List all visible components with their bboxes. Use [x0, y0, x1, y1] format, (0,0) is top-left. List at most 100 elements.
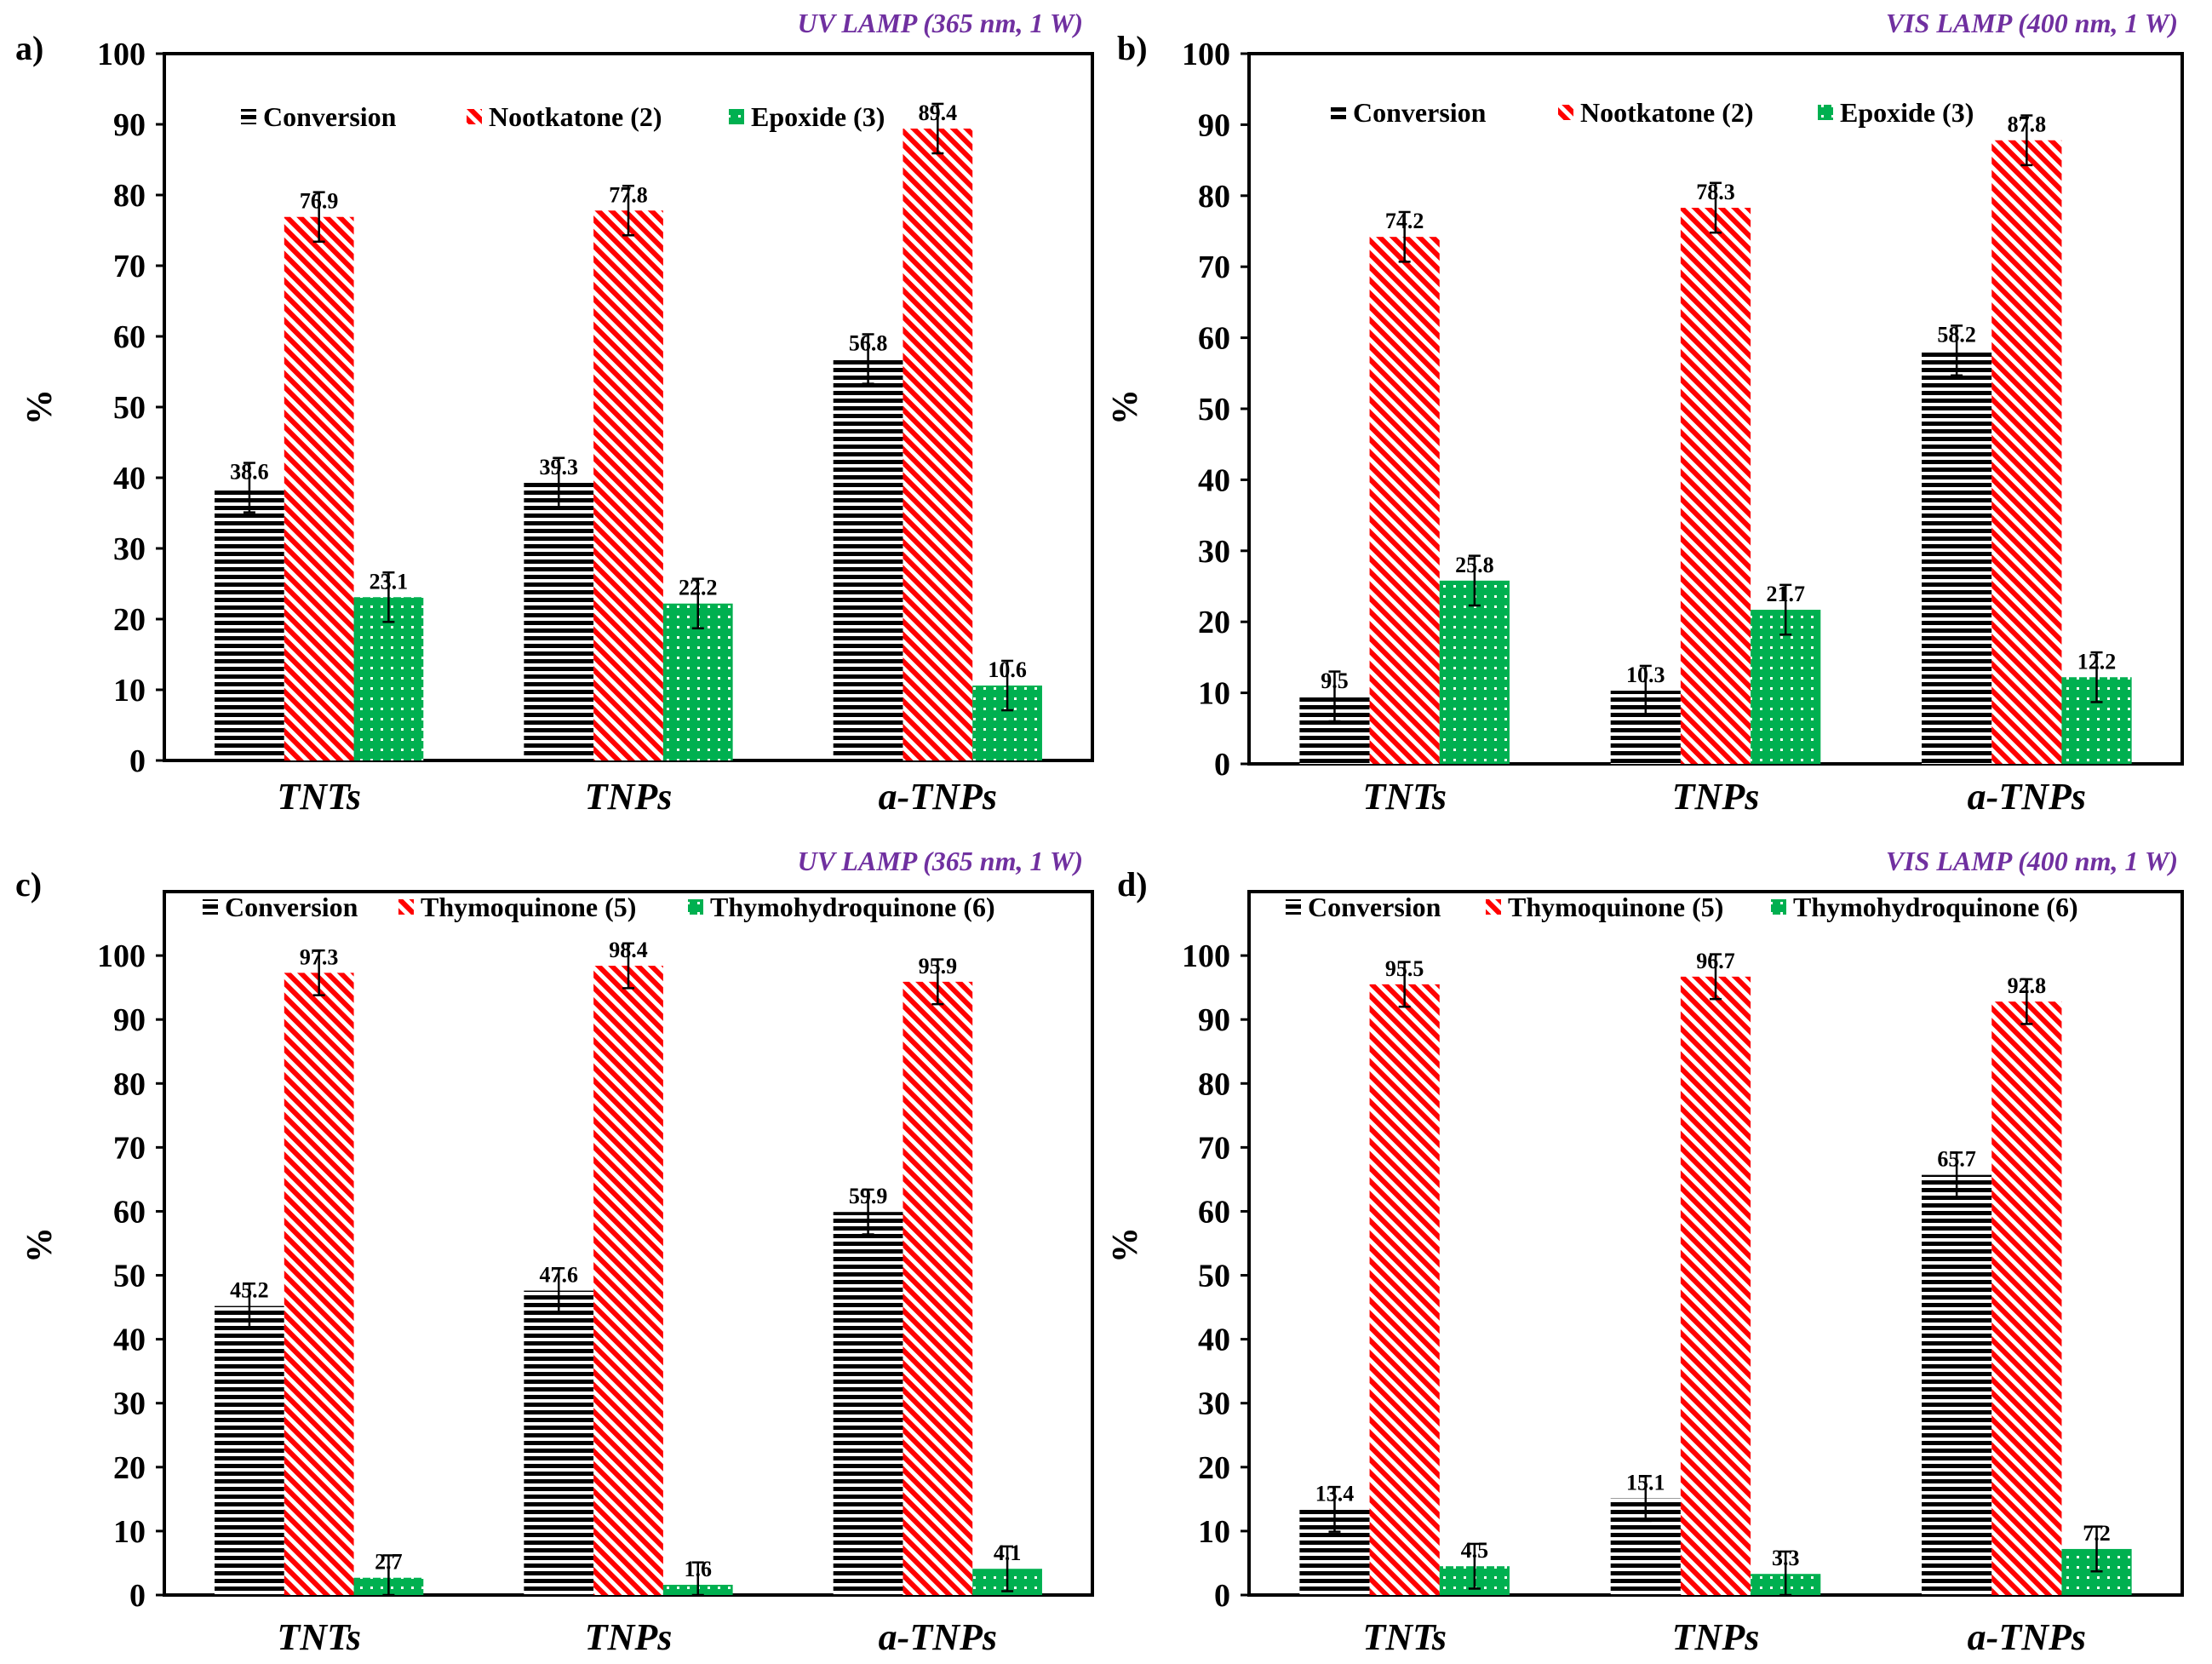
legend-label: Epoxide (3)	[1840, 97, 1974, 128]
bar-product-tnts	[1369, 984, 1440, 1595]
bar-product-a-tnps	[1991, 140, 2062, 765]
y-tick-label: 30	[1198, 534, 1230, 570]
data-label: 95.9	[919, 954, 958, 978]
y-tick-label: 60	[1198, 1194, 1230, 1230]
category-label: TNTs	[1362, 1616, 1447, 1658]
y-tick-label: 90	[113, 1002, 146, 1038]
category-label: a-TNPs	[1968, 776, 2086, 818]
data-label: 1.6	[685, 1557, 713, 1581]
data-label: 96.7	[1696, 949, 1735, 973]
data-label: 78.3	[1696, 180, 1735, 204]
data-label: 77.8	[609, 182, 648, 207]
data-label: 65.7	[1937, 1147, 1976, 1172]
y-tick-label: 40	[113, 461, 146, 496]
bar-product-tnps	[593, 210, 663, 760]
y-tick-label: 30	[113, 1386, 146, 1422]
bar-conversion-tnts	[215, 1305, 284, 1595]
y-tick-label: 0	[1214, 747, 1230, 783]
legend-swatch-byproduct	[688, 899, 703, 915]
data-label: 4.1	[994, 1541, 1022, 1565]
data-label: 3.3	[1772, 1546, 1800, 1570]
data-label: 10.6	[988, 657, 1027, 682]
bar-product-a-tnps	[903, 981, 973, 1595]
panel-label: a)	[15, 29, 43, 67]
legend: Conversion Nootkatone (2) Epoxide (3)	[1331, 97, 1974, 128]
legend-swatch-product	[398, 899, 414, 915]
y-axis-label: %	[1106, 1227, 1145, 1263]
y-tick-label: 0	[1214, 1578, 1230, 1614]
chart-panel-b: b) VIS LAMP (400 nm, 1 W) 0 10 20 30 40 50 60 70 8…	[1106, 8, 2184, 818]
bar-conversion-a-tnps	[833, 359, 903, 760]
panel-label: d)	[1117, 865, 1148, 904]
y-tick-label: 70	[113, 1130, 146, 1166]
category-label: a-TNPs	[879, 776, 997, 818]
data-label: 92.8	[2008, 973, 2047, 998]
y-axis-label: %	[1106, 389, 1145, 425]
y-tick-label: 40	[1198, 1323, 1230, 1358]
data-label: 9.5	[1321, 668, 1349, 693]
bar-byproduct-tnps	[662, 603, 733, 760]
chart-panel-a: a) UV LAMP (365 nm, 1 W) 0 10 20 30 40 50 60 70 80…	[15, 8, 1094, 818]
data-label: 95.5	[1385, 956, 1424, 981]
y-tick-label: 40	[113, 1323, 146, 1358]
bar-conversion-tnts	[215, 487, 284, 760]
y-tick-label: 20	[1198, 1450, 1230, 1486]
y-tick-label: 80	[1198, 1066, 1230, 1102]
lamp-caption: VIS LAMP (400 nm, 1 W)	[1886, 8, 2178, 38]
y-tick-label: 10	[113, 673, 146, 709]
legend-label: Conversion	[225, 892, 358, 922]
data-label: 74.2	[1385, 209, 1424, 233]
legend-swatch-conversion	[203, 899, 218, 915]
data-label: 47.6	[540, 1263, 579, 1288]
data-label: 21.7	[1766, 582, 1805, 606]
legend-swatch-conversion	[241, 109, 256, 124]
legend-swatch-byproduct	[1818, 105, 1833, 120]
data-label: 59.9	[849, 1184, 888, 1208]
data-label: 45.2	[230, 1278, 269, 1303]
y-axis-label: %	[20, 389, 60, 425]
data-label: 76.9	[300, 189, 339, 214]
data-label: 58.2	[1937, 323, 1976, 347]
y-tick-label: 100	[97, 938, 146, 974]
y-tick-label: 90	[113, 107, 146, 143]
panel-label: c)	[15, 865, 42, 904]
y-tick-label: 90	[1198, 107, 1230, 143]
y-tick-label: 30	[1198, 1386, 1230, 1422]
legend-label: Conversion	[1308, 892, 1441, 922]
y-tick-label: 50	[113, 1259, 146, 1294]
chart-panel-d: d) VIS LAMP (400 nm, 1 W) 0 10 20 30 40 50 60 70 8…	[1106, 846, 2184, 1658]
data-label: 13.4	[1315, 1481, 1355, 1506]
panel-label: b)	[1117, 29, 1148, 67]
y-tick-label: 100	[1182, 37, 1230, 72]
bar-product-tnts	[1369, 237, 1440, 764]
y-tick-label: 70	[1198, 1130, 1230, 1166]
y-tick-label: 60	[1198, 321, 1230, 357]
y-tick-label: 90	[1198, 1002, 1230, 1038]
y-tick-label: 60	[113, 319, 146, 355]
legend-label: Conversion	[1353, 97, 1487, 128]
lamp-caption: UV LAMP (365 nm, 1 W)	[798, 846, 1083, 876]
legend-label: Nootkatone (2)	[1580, 97, 1754, 128]
y-tick-label: 80	[113, 178, 146, 214]
y-tick-label: 40	[1198, 462, 1230, 498]
legend-label: Conversion	[263, 101, 397, 132]
data-label: 25.8	[1455, 553, 1494, 577]
y-tick-label: 80	[1198, 179, 1230, 215]
y-tick-label: 70	[1198, 250, 1230, 285]
category-label: TNTs	[277, 776, 361, 818]
legend-swatch-byproduct	[1771, 899, 1786, 915]
category-label: TNPs	[1672, 1616, 1760, 1658]
data-label: 38.6	[230, 460, 269, 485]
bar-product-tnps	[593, 966, 663, 1595]
data-label: 2.7	[375, 1550, 403, 1575]
data-label: 97.3	[300, 944, 339, 969]
bar-byproduct-tnts	[353, 597, 424, 760]
bar-product-a-tnps	[903, 128, 973, 761]
category-label: TNPs	[585, 776, 673, 818]
y-tick-label: 60	[113, 1194, 146, 1230]
bar-product-tnts	[284, 216, 354, 761]
y-tick-label: 100	[97, 37, 146, 72]
legend-label: Thymohydroquinone (6)	[710, 892, 995, 922]
y-tick-label: 10	[1198, 1514, 1230, 1550]
